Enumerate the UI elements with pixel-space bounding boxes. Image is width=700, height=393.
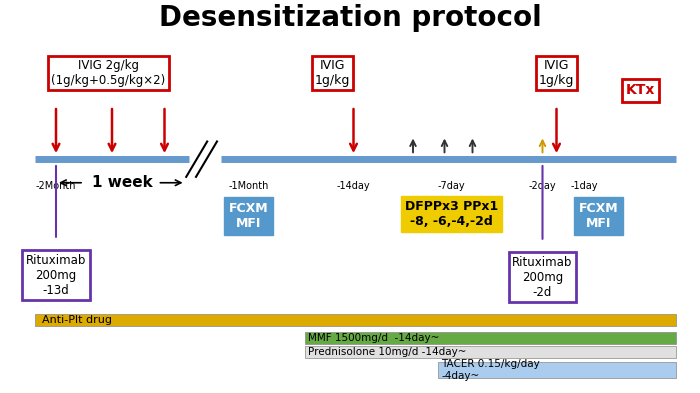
FancyBboxPatch shape [304,332,676,344]
FancyBboxPatch shape [35,314,676,326]
Text: -14day: -14day [337,181,370,191]
Text: -1Month: -1Month [228,181,269,191]
Text: -2day: -2day [528,181,556,191]
Text: IVIG
1g/kg: IVIG 1g/kg [315,59,350,87]
Text: IVIG 2g/kg
(1g/kg+0.5g/kg×2): IVIG 2g/kg (1g/kg+0.5g/kg×2) [51,59,166,87]
Text: FCXM
MFI: FCXM MFI [229,202,268,230]
Text: KTx: KTx [626,83,655,97]
Text: Rituximab
200mg
-2d: Rituximab 200mg -2d [512,255,573,299]
Text: -2Month: -2Month [36,181,76,191]
Text: -1day: -1day [570,181,598,191]
Text: TACER 0.15/kg/day
-4day~: TACER 0.15/kg/day -4day~ [441,359,540,381]
Text: DFPPx3 PPx1
-8, -6,-4,-2d: DFPPx3 PPx1 -8, -6,-4,-2d [405,200,498,228]
Text: 1 week: 1 week [92,175,153,190]
Text: MMF 1500mg/d  -14day~: MMF 1500mg/d -14day~ [308,333,440,343]
FancyBboxPatch shape [438,362,676,378]
Text: Desensitization protocol: Desensitization protocol [159,4,541,32]
FancyBboxPatch shape [304,346,676,358]
Text: Anti-Plt drug: Anti-Plt drug [42,315,112,325]
Text: IVIG
1g/kg: IVIG 1g/kg [539,59,574,87]
Text: Prednisolone 10mg/d -14day~: Prednisolone 10mg/d -14day~ [308,347,466,357]
Text: FCXM
MFI: FCXM MFI [579,202,618,230]
Text: -7day: -7day [438,181,466,191]
Text: Rituximab
200mg
-13d: Rituximab 200mg -13d [26,253,86,297]
